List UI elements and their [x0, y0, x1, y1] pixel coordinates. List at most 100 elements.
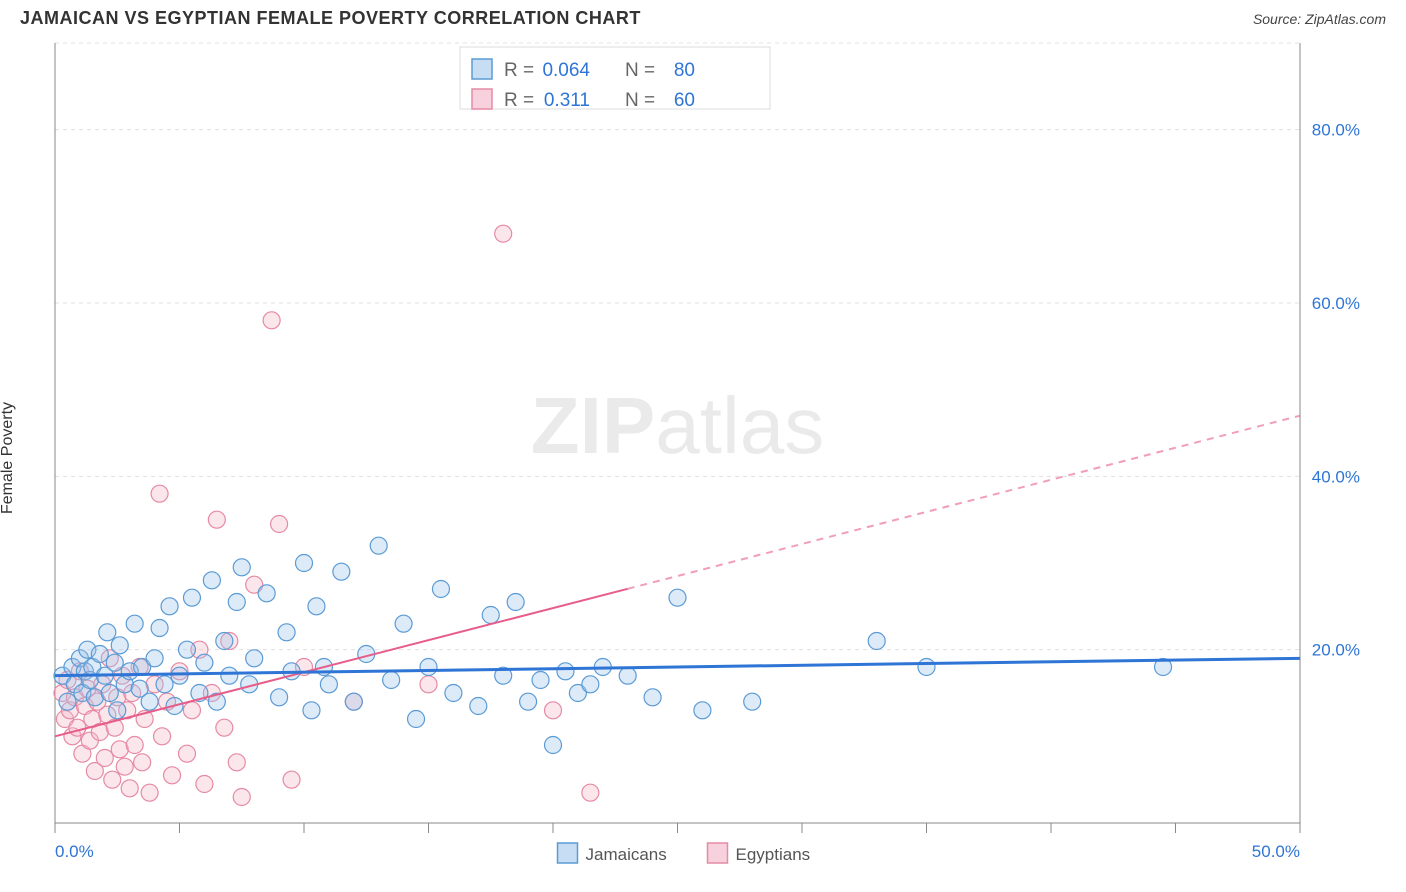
jamaican-point: [156, 676, 173, 693]
jamaican-point: [109, 702, 126, 719]
jamaican-point: [246, 650, 263, 667]
egyptian-point: [233, 789, 250, 806]
jamaican-point: [216, 633, 233, 650]
egyptian-point: [271, 516, 288, 533]
jamaican-point: [644, 689, 661, 706]
jamaican-point: [420, 659, 437, 676]
jamaican-point: [141, 693, 158, 710]
jamaican-point: [171, 667, 188, 684]
jamaican-point: [445, 685, 462, 702]
egyptian-point: [104, 771, 121, 788]
legend-series: Jamaicans Egyptians: [558, 843, 811, 864]
egyptian-point: [545, 702, 562, 719]
jamaican-point: [744, 693, 761, 710]
y-tick-label: 20.0%: [1312, 641, 1360, 660]
jamaican-point: [918, 659, 935, 676]
y-axis-label: Female Poverty: [0, 402, 17, 514]
egyptian-point: [263, 312, 280, 329]
y-tick-label: 80.0%: [1312, 121, 1360, 140]
egyptian-point: [495, 225, 512, 242]
jamaican-point: [196, 654, 213, 671]
egyptian-point: [69, 719, 86, 736]
egyptian-point: [164, 767, 181, 784]
svg-text:R =: R =: [504, 60, 534, 81]
jamaican-point: [383, 672, 400, 689]
source-attribution: Source: ZipAtlas.com: [1253, 11, 1386, 27]
jamaican-point: [582, 676, 599, 693]
y-tick-label: 40.0%: [1312, 467, 1360, 486]
svg-text:80: 80: [674, 60, 695, 81]
legend-item-label: Egyptians: [736, 845, 811, 864]
jamaican-point: [470, 698, 487, 715]
svg-text:60: 60: [674, 90, 695, 111]
egyptian-point: [283, 771, 300, 788]
egyptian-point: [582, 784, 599, 801]
egyptian-point: [121, 780, 138, 797]
egyptian-point: [196, 776, 213, 793]
jamaican-point: [395, 615, 412, 632]
egyptian-point: [183, 702, 200, 719]
correlation-scatter-chart: ZIPatlas 0.0% 50.0% 20.0% 40.0% 60.0% 80.0% R =…: [0, 33, 1406, 873]
jamaican-point: [99, 624, 116, 641]
jamaican-point: [221, 667, 238, 684]
egyptian-point: [151, 485, 168, 502]
jamaican-point: [91, 646, 108, 663]
jamaican-point: [86, 689, 103, 706]
egyptian-point: [116, 758, 133, 775]
egyptian-point: [141, 784, 158, 801]
jamaican-point: [303, 702, 320, 719]
jamaican-point: [271, 689, 288, 706]
legend-correlation: R =0.064N =80R =0.311N =60: [460, 47, 770, 111]
chart-title: JAMAICAN VS EGYPTIAN FEMALE POVERTY CORR…: [20, 8, 641, 29]
source-value: ZipAtlas.com: [1305, 11, 1386, 27]
jamaican-point: [178, 641, 195, 658]
svg-text:N =: N =: [625, 90, 655, 111]
source-label: Source:: [1253, 11, 1301, 27]
jamaican-point: [278, 624, 295, 641]
jamaican-point: [258, 585, 275, 602]
x-tick-label: 50.0%: [1252, 842, 1300, 861]
egyptian-point: [154, 728, 171, 745]
jamaican-point: [183, 589, 200, 606]
egyptian-point: [111, 741, 128, 758]
jamaican-point: [233, 559, 250, 576]
svg-text:N =: N =: [625, 60, 655, 81]
legend-item-label: Jamaicans: [586, 845, 667, 864]
jamaican-point: [59, 693, 76, 710]
jamaican-point: [408, 711, 425, 728]
jamaican-point: [320, 676, 337, 693]
x-tick-label: 0.0%: [55, 842, 94, 861]
jamaican-point: [296, 555, 313, 572]
jamaican-point: [228, 594, 245, 611]
jamaican-point: [151, 620, 168, 637]
egyptian-point: [228, 754, 245, 771]
jamaican-point: [203, 572, 220, 589]
egyptian-point: [96, 750, 113, 767]
jamaican-point: [333, 563, 350, 580]
jamaican-point: [669, 589, 686, 606]
jamaican-point: [370, 537, 387, 554]
jamaican-point: [111, 637, 128, 654]
egyptian-point: [208, 511, 225, 528]
jamaican-point: [868, 633, 885, 650]
egyptian-point: [178, 745, 195, 762]
jamaican-point: [101, 685, 118, 702]
svg-text:R =: R =: [504, 90, 534, 111]
jamaican-point: [106, 654, 123, 671]
jamaican-point: [545, 737, 562, 754]
egyptian-point: [216, 719, 233, 736]
egyptian-point: [134, 754, 151, 771]
y-tick-label: 60.0%: [1312, 294, 1360, 313]
jamaican-point: [345, 693, 362, 710]
jamaican-point: [126, 615, 143, 632]
jamaican-point: [520, 693, 537, 710]
jamaican-point: [432, 581, 449, 598]
egyptian-point: [420, 676, 437, 693]
svg-text:0.064: 0.064: [542, 60, 590, 81]
jamaican-point: [482, 607, 499, 624]
jamaican-point: [557, 663, 574, 680]
svg-text:ZIPatlas: ZIPatlas: [531, 381, 824, 470]
jamaican-point: [161, 598, 178, 615]
jamaican-point: [532, 672, 549, 689]
jamaican-trendline: [55, 658, 1300, 675]
